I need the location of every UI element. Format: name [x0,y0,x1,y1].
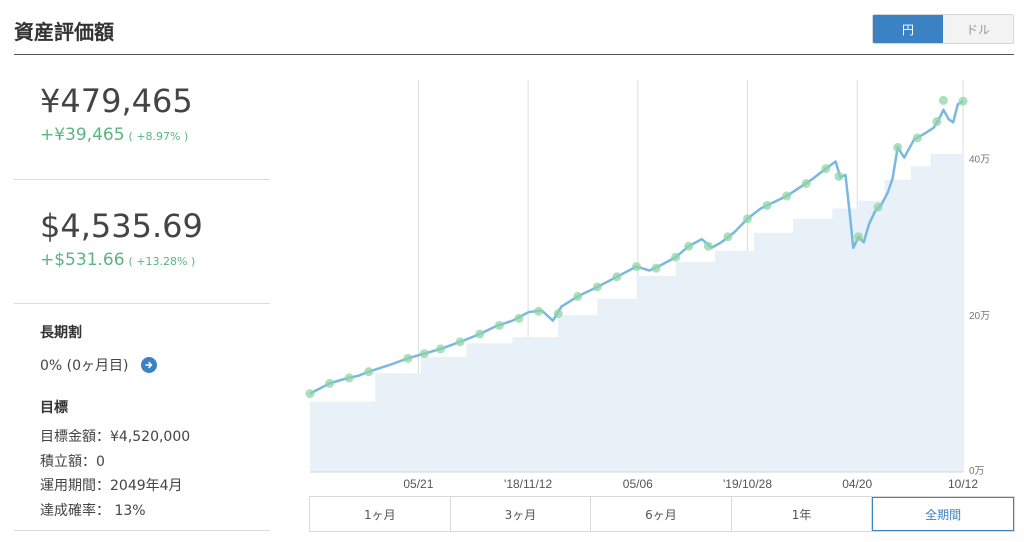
yen-summary-panel: ¥479,465 +¥39,465( +8.97% ) [14,55,270,180]
x-tick-label-3: '19/10/28 [723,477,772,491]
data-point-26 [821,164,831,174]
data-point-8 [475,329,485,339]
data-point-25 [801,178,811,188]
y-tick-label-1: 20万 [969,311,990,322]
yen-change-percent: ( +8.97% ) [128,130,189,143]
data-point-3 [364,367,374,377]
long-term-value: 0% (0ヶ月目) [40,358,129,374]
range-1-month-button[interactable]: 1ヶ月 [310,497,451,531]
usd-change-percent: ( +13.28% ) [128,255,196,268]
long-term-row: 0% (0ヶ月目) [40,355,270,375]
data-point-12 [553,309,563,319]
data-point-21 [723,232,733,242]
asset-chart: 05/21 '18/11/12 05/06 '19/10/28 04/20 10/120万… [305,80,990,491]
data-point-14 [592,282,602,292]
data-point-9 [494,320,504,330]
yen-change: +¥39,465( +8.97% ) [40,125,270,145]
data-point-22 [743,214,753,224]
data-point-11 [534,306,544,316]
data-point-29 [873,202,883,212]
page-header: 資産評価額 円 ドル [14,0,1014,55]
range-all-button[interactable]: 全期間 [872,497,1014,531]
data-point-24 [782,191,792,201]
data-point-7 [455,337,465,347]
data-point-4 [403,353,413,363]
data-point-23 [762,200,772,210]
y-tick-label-2: 40万 [969,154,990,165]
range-1-year-button[interactable]: 1年 [732,497,873,531]
data-point-17 [651,263,661,273]
summary-sidebar: ¥479,465 +¥39,465( +8.97% ) $4,535.69 +$… [14,55,270,531]
usd-change: +$531.66( +13.28% ) [40,250,270,270]
range-3-months-button[interactable]: 3ヶ月 [451,497,592,531]
x-tick-label-2: 05/06 [623,477,653,491]
data-point-1 [325,378,335,388]
yen-change-amount: +¥39,465 [40,125,125,145]
goal-period: 運用期間：2049年4月 [40,478,183,494]
data-point-18 [671,252,681,262]
principal-area [310,153,963,473]
range-selector[interactable]: 1ヶ月 3ヶ月 6ヶ月 1年 全期間 [309,496,1015,532]
data-point-30 [893,142,903,152]
x-tick-label-1: '18/11/12 [504,477,552,491]
goal-contribution: 積立額：0 [40,453,105,470]
data-point-16 [632,262,641,272]
goal-target-amount: 目標金額：¥4,520,000 [40,429,191,445]
usd-total-value: $4,535.69 [40,207,203,245]
data-point-20 [703,241,713,251]
currency-toggle[interactable]: 円 ドル [872,14,1014,44]
long-term-title: 長期割 [40,325,82,341]
range-6-months-button[interactable]: 6ヶ月 [591,497,732,531]
data-point-13 [573,291,583,301]
arrow-right-icon[interactable] [140,357,157,373]
page-title: 資産評価額 [14,20,114,44]
data-point-0 [305,389,315,399]
data-point-33 [938,95,948,105]
usd-change-amount: +$531.66 [40,250,125,270]
usd-summary-panel: $4,535.69 +$531.66( +13.28% ) [14,180,270,304]
x-tick-label-5: 10/12 [948,477,978,491]
currency-yen-button[interactable]: 円 [873,15,943,43]
data-point-28 [854,232,864,242]
x-tick-label-0: 05/21 [403,477,433,491]
data-point-2 [344,373,354,383]
goal-title: 目標 [40,400,68,416]
data-point-32 [932,117,942,127]
data-point-27 [834,171,844,181]
data-point-19 [684,241,694,251]
data-point-5 [419,349,429,359]
goal-probability: 達成確率： 13% [40,502,146,519]
yen-total-value: ¥479,465 [40,82,193,120]
currency-dollar-button[interactable]: ドル [943,15,1013,43]
x-tick-label-4: 04/20 [842,477,872,491]
data-point-15 [612,272,622,282]
data-point-34 [958,96,968,106]
data-point-10 [514,313,524,323]
y-tick-label-0: 0万 [969,466,985,477]
goal-panel: 長期割 0% (0ヶ月目) 目標 目標金額：¥4,520,000 積立額：0 運… [14,304,270,531]
data-point-31 [912,133,922,143]
data-point-6 [436,344,446,354]
